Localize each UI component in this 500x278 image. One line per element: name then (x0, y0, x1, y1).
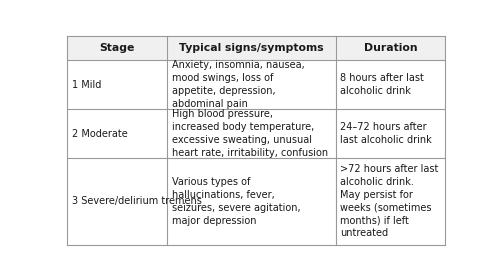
Text: High blood pressure,
increased body temperature,
excessive sweating, unusual
hea: High blood pressure, increased body temp… (172, 110, 328, 158)
Text: Stage: Stage (100, 43, 135, 53)
Text: >72 hours after last
alcoholic drink.
May persist for
weeks (sometimes
months) i: >72 hours after last alcoholic drink. Ma… (340, 165, 438, 239)
Text: Duration: Duration (364, 43, 418, 53)
Text: 2 Moderate: 2 Moderate (72, 129, 128, 139)
Text: Typical signs/symptoms: Typical signs/symptoms (179, 43, 324, 53)
Text: Various types of
hallucinations, fever,
seizures, severe agitation,
major depres: Various types of hallucinations, fever, … (172, 177, 300, 226)
Bar (67, 36, 446, 60)
Text: 8 hours after last
alcoholic drink: 8 hours after last alcoholic drink (340, 73, 424, 96)
Text: 3 Severe/delirium tremens: 3 Severe/delirium tremens (72, 197, 202, 207)
Text: 1 Mild: 1 Mild (72, 80, 101, 90)
Text: Anxiety, insomnia, nausea,
mood swings, loss of
appetite, depression,
abdominal : Anxiety, insomnia, nausea, mood swings, … (172, 60, 305, 109)
Text: 24–72 hours after
last alcoholic drink: 24–72 hours after last alcoholic drink (340, 122, 432, 145)
